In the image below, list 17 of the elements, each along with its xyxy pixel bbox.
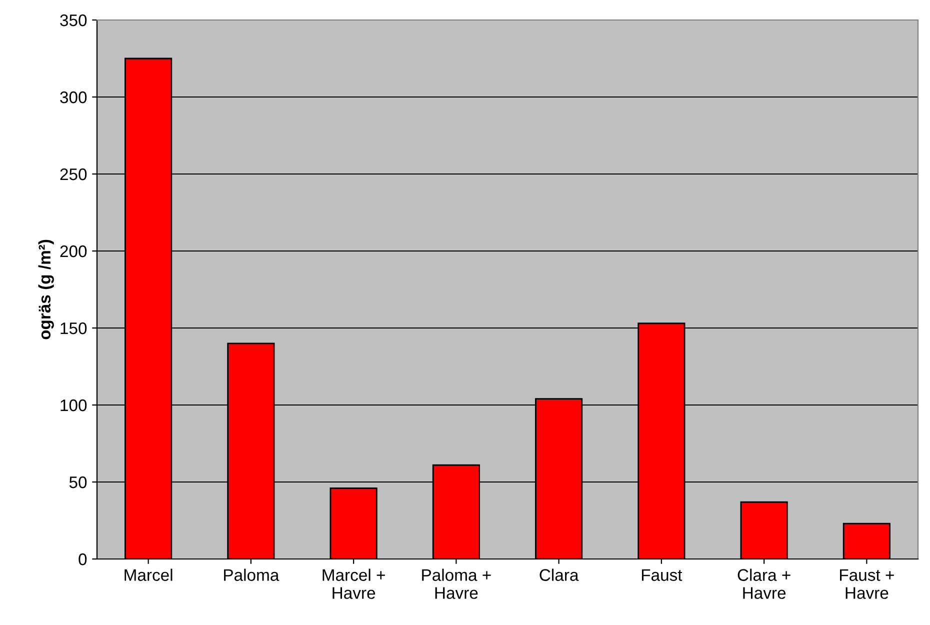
y-tick-label: 0 [78,553,87,566]
y-tick-label: 50 [69,476,87,488]
x-tick-label: Paloma + Havre [422,568,491,599]
y-tick-label: 250 [60,168,87,180]
x-tick-label: Faust + Havre [840,569,894,599]
y-tick-label: 150 [60,322,87,334]
y-tick-label: 200 [60,245,87,258]
y-axis-title: ogräs (g /m²) [38,240,54,340]
y-tick-label: 100 [60,399,87,412]
x-tick-label: Paloma [224,568,280,581]
x-tick-label: Clara + Havre [738,568,790,599]
y-tick-label: 300 [60,91,87,104]
x-tick-label: Marcel [124,568,172,581]
x-tick-label: Marcel + Havre [322,568,385,599]
x-tick-label: Clara [540,568,579,581]
x-tick-label: Faust [642,569,682,581]
y-tick-label: 350 [60,14,87,26]
